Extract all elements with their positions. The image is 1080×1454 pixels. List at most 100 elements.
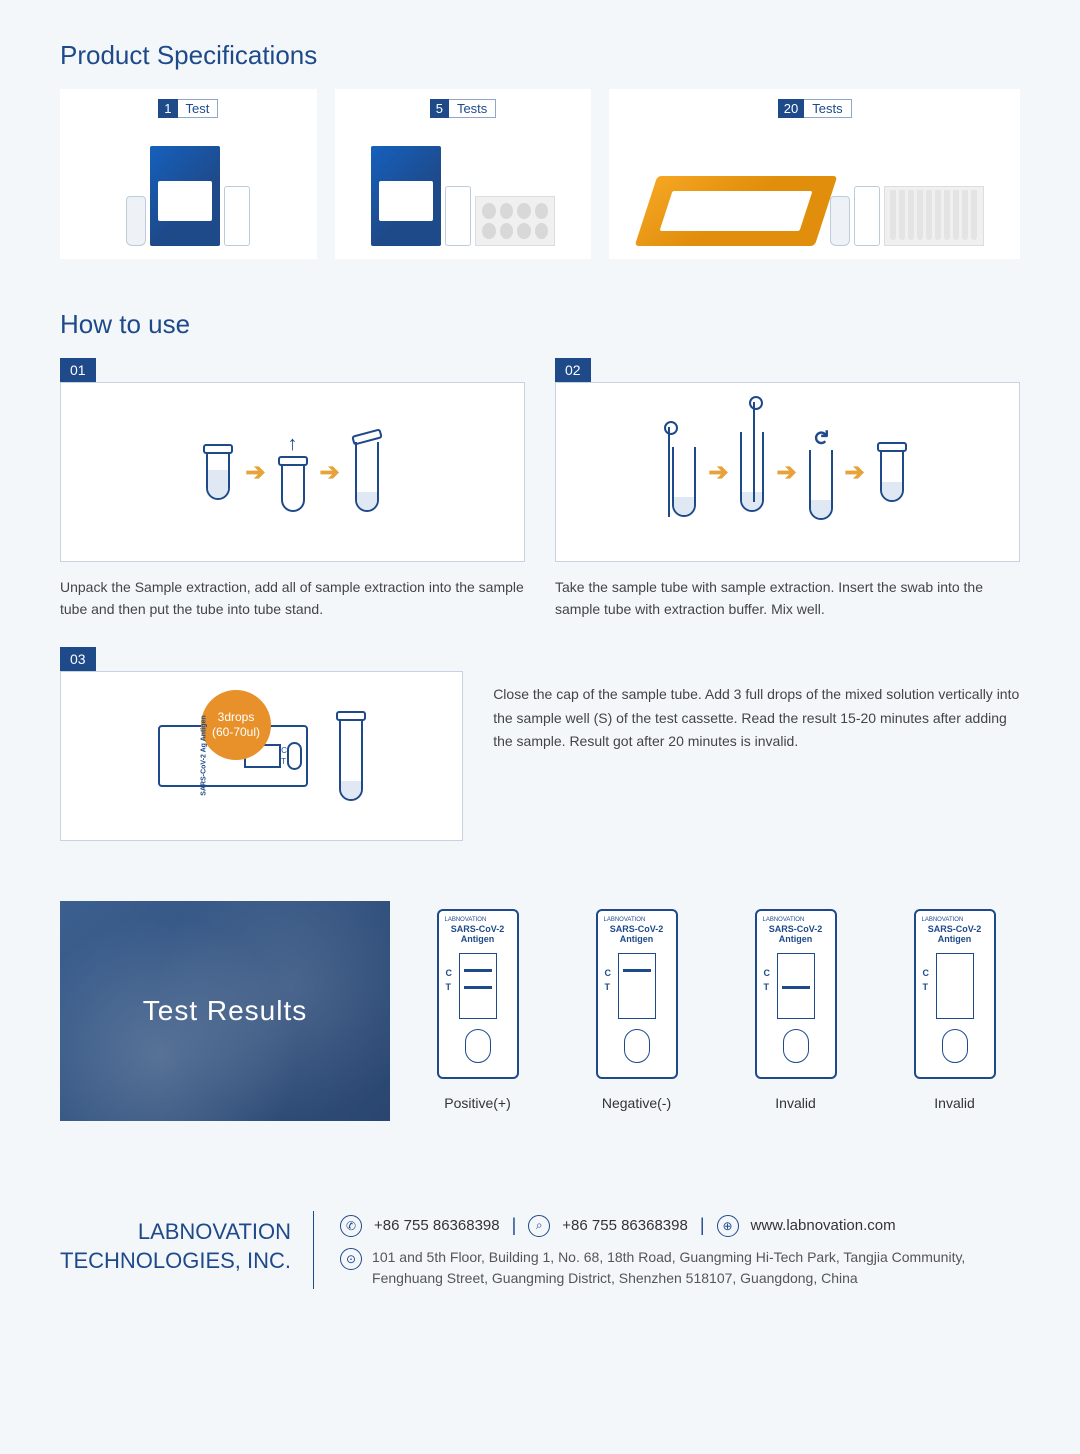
cassette-result: LABNOVATION SARS-CoV-2Antigen CT Positive(+… xyxy=(437,909,519,1111)
cassette-result: LABNOVATION SARS-CoV-2Antigen CT Negative(-… xyxy=(596,909,678,1111)
spec-label: Test xyxy=(178,99,219,118)
separator: | xyxy=(700,1215,705,1236)
cassette-result-label: Negative(-) xyxy=(602,1095,671,1111)
company-line1: LABNOVATION xyxy=(60,1217,291,1247)
cassette-label: SARS-CoV-2 Ag Antigen xyxy=(200,716,207,796)
footer-contacts: ✆ +86 755 86368398 | ⌕ +86 755 86368398 … xyxy=(340,1211,1020,1289)
company-name: LABNOVATION TECHNOLOGIES, INC. xyxy=(60,1211,314,1289)
fax: +86 755 86368398 xyxy=(562,1217,688,1234)
ct-labels: CT xyxy=(923,966,930,995)
cassette: LABNOVATION SARS-CoV-2Antigen CT xyxy=(437,909,519,1079)
cassette-well xyxy=(624,1029,650,1063)
spec-card-1: 1 Test xyxy=(60,89,317,259)
specs-title: Product Specifications xyxy=(60,40,1020,71)
howto-step-1: 01 ➔ ↑ ➔ Unpack the Sample extraction, a… xyxy=(60,358,525,621)
spec-label: Tests xyxy=(804,99,851,118)
step-illustration: ➔ ↑ ➔ xyxy=(60,382,525,562)
step-text: Close the cap of the sample tube. Add 3 … xyxy=(493,647,1020,841)
cassette-title: SARS-CoV-2Antigen xyxy=(451,925,505,945)
step-number: 03 xyxy=(60,647,96,671)
step-number: 02 xyxy=(555,358,591,382)
spec-count: 5 xyxy=(430,99,449,118)
location-icon: ⊙ xyxy=(340,1248,362,1270)
cassette-brand: LABNOVATION xyxy=(443,917,487,923)
howto-title: How to use xyxy=(60,309,1020,340)
cassette-well xyxy=(942,1029,968,1063)
cassette-window: CT xyxy=(936,953,974,1019)
spec-badge: 1 Test xyxy=(158,99,218,118)
drops-line2: (60-70ul) xyxy=(212,725,260,739)
cassette-title: SARS-CoV-2Antigen xyxy=(928,925,982,945)
cassette-well xyxy=(465,1029,491,1063)
website: www.labnovation.com xyxy=(751,1217,896,1234)
specs-row: 1 Test 5 Tests 20 Tests xyxy=(60,89,1020,259)
step-number: 01 xyxy=(60,358,96,382)
company-line2: TECHNOLOGIES, INC. xyxy=(60,1246,291,1276)
ct-labels: CT xyxy=(446,966,453,995)
cassette-result: LABNOVATION SARS-CoV-2Antigen CT Invalid xyxy=(755,909,837,1111)
c-line xyxy=(464,969,492,972)
arrow-curve-icon: ↻ xyxy=(808,429,833,446)
results-hero: Test Results xyxy=(60,901,390,1121)
step-illustration: 3drops (60-70ul) SARS-CoV-2 Ag Antigen C… xyxy=(60,671,463,841)
phone: +86 755 86368398 xyxy=(374,1217,500,1234)
spec-image xyxy=(73,126,304,246)
contact-row: ✆ +86 755 86368398 | ⌕ +86 755 86368398 … xyxy=(340,1215,1020,1237)
cassette: LABNOVATION SARS-CoV-2Antigen CT xyxy=(596,909,678,1079)
spec-badge: 20 Tests xyxy=(778,99,852,118)
fax-icon: ⌕ xyxy=(528,1215,550,1237)
spec-image xyxy=(630,126,1000,246)
cassette-window: CT xyxy=(618,953,656,1019)
arrow-up-icon: ↑ xyxy=(288,433,298,456)
globe-icon: ⊕ xyxy=(717,1215,739,1237)
address-row: ⊙ 101 and 5th Floor, Building 1, No. 68,… xyxy=(340,1247,1020,1289)
cassette-result-label: Positive(+) xyxy=(444,1095,511,1111)
arrow-right-icon: ➔ xyxy=(776,458,796,487)
spec-count: 20 xyxy=(778,99,804,118)
cassette-title: SARS-CoV-2Antigen xyxy=(769,925,823,945)
cassette-result-label: Invalid xyxy=(775,1095,815,1111)
cassette-brand: LABNOVATION xyxy=(602,917,646,923)
cassette: LABNOVATION SARS-CoV-2Antigen CT xyxy=(755,909,837,1079)
arrow-right-icon: ➔ xyxy=(320,458,340,487)
cassettes-container: LABNOVATION SARS-CoV-2Antigen CT Positive(+… xyxy=(412,901,1020,1111)
cassette-window: CT xyxy=(459,953,497,1019)
spec-card-20: 20 Tests xyxy=(609,89,1020,259)
step-illustration: ➔ ➔ ↻ ➔ xyxy=(555,382,1020,562)
drops-line1: 3drops xyxy=(218,710,255,724)
cassette-title: SARS-CoV-2Antigen xyxy=(610,925,664,945)
spec-badge: 5 Tests xyxy=(430,99,497,118)
arrow-right-icon: ➔ xyxy=(245,458,265,487)
spec-image xyxy=(348,126,579,246)
results-title: Test Results xyxy=(143,995,308,1027)
ct-labels: CT xyxy=(764,966,771,995)
cassette-brand: LABNOVATION xyxy=(920,917,964,923)
cassette-well xyxy=(783,1029,809,1063)
c-line xyxy=(623,969,651,972)
spec-label: Tests xyxy=(449,99,496,118)
footer: LABNOVATION TECHNOLOGIES, INC. ✆ +86 755… xyxy=(60,1201,1020,1289)
t-line xyxy=(782,986,810,989)
separator: | xyxy=(512,1215,517,1236)
cassette-result-label: Invalid xyxy=(934,1095,974,1111)
drops-badge: 3drops (60-70ul) xyxy=(201,690,271,760)
spec-count: 1 xyxy=(158,99,177,118)
t-line xyxy=(464,986,492,989)
cassette: LABNOVATION SARS-CoV-2Antigen CT xyxy=(914,909,996,1079)
arrow-right-icon: ➔ xyxy=(708,458,728,487)
spec-card-5: 5 Tests xyxy=(335,89,592,259)
step-text: Unpack the Sample extraction, add all of… xyxy=(60,576,525,621)
arrow-right-icon: ➔ xyxy=(845,458,865,487)
results-row: Test Results LABNOVATION SARS-CoV-2Antige… xyxy=(60,901,1020,1121)
step-text: Take the sample tube with sample extract… xyxy=(555,576,1020,621)
cassette-window: CT xyxy=(777,953,815,1019)
howto-step-3: 03 3drops (60-70ul) SARS-CoV-2 Ag Antige… xyxy=(60,647,463,841)
howto-step-2: 02 ➔ ➔ ↻ ➔ Take the sample tube with sam… xyxy=(555,358,1020,621)
howto-row: 01 ➔ ↑ ➔ Unpack the Sample extraction, a… xyxy=(60,358,1020,621)
howto-step-3-row: 03 3drops (60-70ul) SARS-CoV-2 Ag Antige… xyxy=(60,647,1020,841)
ct-labels: CT xyxy=(605,966,612,995)
phone-icon: ✆ xyxy=(340,1215,362,1237)
cassette-result: LABNOVATION SARS-CoV-2Antigen CT Invalid xyxy=(914,909,996,1111)
address: 101 and 5th Floor, Building 1, No. 68, 1… xyxy=(372,1247,1020,1289)
cassette-brand: LABNOVATION xyxy=(761,917,805,923)
